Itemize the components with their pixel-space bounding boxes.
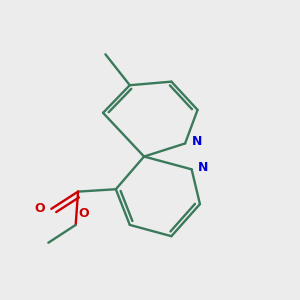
Text: N: N xyxy=(192,136,202,148)
Text: O: O xyxy=(79,206,89,220)
Text: O: O xyxy=(34,202,45,215)
Text: N: N xyxy=(198,161,208,174)
